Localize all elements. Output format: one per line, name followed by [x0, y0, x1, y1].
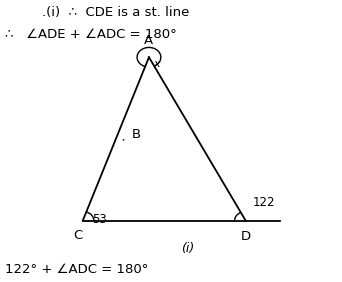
Text: B: B [132, 127, 141, 140]
Text: 53: 53 [92, 213, 107, 226]
Text: C: C [73, 229, 82, 242]
Text: ∴   ∠ADE + ∠ADC = 180°: ∴ ∠ADE + ∠ADC = 180° [5, 28, 176, 41]
Text: D: D [240, 230, 251, 243]
Text: .(i)  ∴  CDE is a st. line: .(i) ∴ CDE is a st. line [42, 6, 189, 19]
Text: 122: 122 [253, 196, 276, 210]
Text: (i): (i) [181, 242, 195, 255]
Text: x: x [153, 59, 160, 69]
Text: 122° + ∠ADC = 180°: 122° + ∠ADC = 180° [5, 263, 148, 276]
Text: A: A [144, 34, 154, 47]
